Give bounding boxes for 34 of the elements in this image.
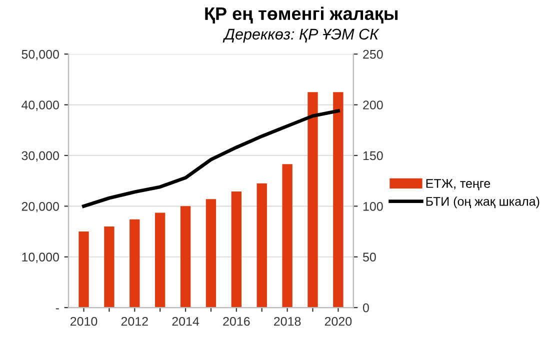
chart-subtitle: Дереккөз: ҚР ҰЭМ СК: [222, 28, 380, 43]
line-series: [82, 109, 340, 208]
x-tick-label: 2014: [172, 316, 200, 326]
bar: [78, 232, 89, 308]
bar: [282, 164, 292, 308]
chart-title: ҚР ең төменгі жалақы: [205, 6, 398, 24]
y-tick-label: 40,000: [22, 100, 59, 111]
bar: [308, 92, 318, 308]
y2-tick-label: 200: [363, 100, 383, 110]
bar: [104, 226, 114, 308]
y-tick-label: 30,000: [22, 151, 59, 162]
x-tick-label: 2018: [274, 316, 301, 326]
bar: [333, 92, 344, 308]
y-tick-label: 50,000: [22, 50, 59, 60]
y2-tick-label: 100: [363, 202, 383, 211]
y2-tick-label: 250: [363, 50, 383, 59]
y2-tick-label: 50: [362, 252, 376, 262]
x-tick-label: 2016: [223, 316, 250, 326]
y2-tick-label: 0: [362, 303, 369, 312]
bar: [180, 206, 191, 308]
legend-label: БТИ (оң жақ шкала): [426, 196, 540, 208]
x-tick-label: 2010: [70, 316, 98, 326]
legend-label: ЕТЖ, теңге: [426, 179, 490, 190]
x-tick-label: 2012: [121, 316, 148, 326]
y-tick-label: -: [56, 308, 59, 310]
bar: [206, 199, 216, 308]
bar: [256, 183, 267, 308]
x-tick-label: 2020: [324, 316, 352, 326]
y2-tick-label: 150: [363, 151, 383, 160]
bar: [231, 191, 242, 308]
y-tick-label: 20,000: [22, 202, 59, 212]
bar: [155, 212, 166, 308]
y-tick-label: 10,000: [22, 252, 59, 264]
bar: [130, 219, 140, 308]
